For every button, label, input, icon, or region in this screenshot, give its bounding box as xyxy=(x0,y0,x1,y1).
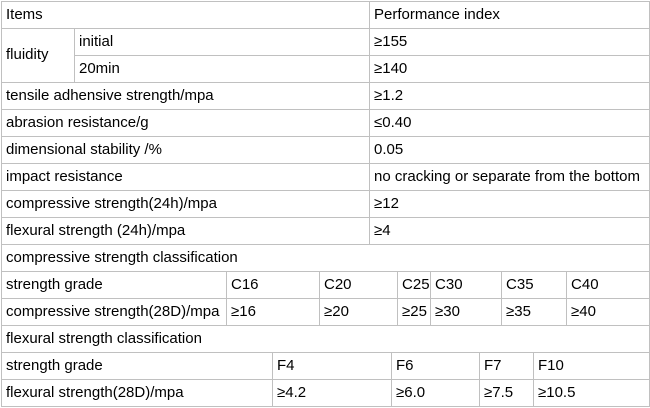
grade-cell: C25 xyxy=(397,271,432,299)
fluidity-initial-row: fluidity initial ≥155 xyxy=(1,28,650,83)
fluidity-20min-label-cell: 20min xyxy=(73,55,371,83)
flexural-grade-row: strength grade F4 F6 F7 F10 xyxy=(1,352,650,380)
grade-value-cell: ≥35 xyxy=(501,298,568,326)
property-row-abrasion: abrasion resistance/g ≤0.40 xyxy=(0,109,650,137)
property-label-cell: dimensional stability /% xyxy=(0,136,371,164)
header-performance-index-cell: Performance index xyxy=(369,1,650,29)
section-title-cell: flexural strength classification xyxy=(0,325,650,353)
property-row-dimensional: dimensional stability /% 0.05 xyxy=(0,136,650,164)
property-value-cell: no cracking or separate from the bottom xyxy=(369,163,650,191)
compressive-value-row: compressive strength(28D)/mpa ≥16 ≥20 ≥2… xyxy=(1,298,650,326)
property-label-cell: compressive strength(24h)/mpa xyxy=(0,190,371,218)
property-row-compressive-24h: compressive strength(24h)/mpa ≥12 xyxy=(0,190,650,218)
grade-cell: C35 xyxy=(501,271,568,299)
grade-value-cell: ≥7.5 xyxy=(479,379,535,407)
grade-cell: C30 xyxy=(430,271,503,299)
fluidity-initial-label-cell: initial xyxy=(73,28,371,56)
value-label-cell: flexural strength(28D)/mpa xyxy=(1,379,273,407)
property-row-impact: impact resistance no cracking or separat… xyxy=(0,163,650,191)
grade-cell: C40 xyxy=(566,271,650,299)
section-title-cell: compressive strength classification xyxy=(0,244,650,272)
property-row-flexural-24h: flexural strength (24h)/mpa ≥4 xyxy=(0,217,650,245)
property-row-tensile: tensile adhensive strength/mpa ≥1.2 xyxy=(0,82,650,110)
compressive-grade-row: strength grade C16 C20 C25 C30 C35 C40 xyxy=(1,271,650,299)
property-label-cell: tensile adhensive strength/mpa xyxy=(0,82,371,110)
property-value-cell: ≥4 xyxy=(369,217,650,245)
property-value-cell: ≤0.40 xyxy=(369,109,650,137)
header-items-cell: Items xyxy=(0,1,371,29)
property-label-cell: impact resistance xyxy=(0,163,371,191)
grade-label-cell: strength grade xyxy=(1,271,227,299)
grade-value-cell: ≥25 xyxy=(397,298,432,326)
flexural-value-row: flexural strength(28D)/mpa ≥4.2 ≥6.0 ≥7.… xyxy=(1,379,650,407)
grade-label-cell: strength grade xyxy=(1,352,273,380)
grade-value-cell: ≥4.2 xyxy=(271,379,393,407)
grade-cell: F10 xyxy=(533,352,650,380)
grade-cell: C16 xyxy=(226,271,320,299)
property-label-cell: abrasion resistance/g xyxy=(0,109,371,137)
grade-value-cell: ≥40 xyxy=(566,298,650,326)
property-value-cell: ≥1.2 xyxy=(369,82,650,110)
grade-value-cell: ≥10.5 xyxy=(533,379,650,407)
property-value-cell: 0.05 xyxy=(369,136,650,164)
fluidity-initial-value-cell: ≥155 xyxy=(369,28,650,56)
compressive-classification-title-row: compressive strength classification xyxy=(0,244,650,272)
property-value-cell: ≥12 xyxy=(369,190,650,218)
grade-cell: F4 xyxy=(271,352,393,380)
flexural-classification-title-row: flexural strength classification xyxy=(0,325,650,353)
fluidity-20min-row: 20min ≥140 xyxy=(2,55,650,83)
fluidity-20min-value-cell: ≥140 xyxy=(369,55,650,83)
grade-value-cell: ≥20 xyxy=(318,298,399,326)
value-label-cell: compressive strength(28D)/mpa xyxy=(1,298,227,326)
grade-value-cell: ≥30 xyxy=(430,298,503,326)
grade-cell: F6 xyxy=(391,352,481,380)
grade-value-cell: ≥16 xyxy=(226,298,320,326)
property-label-cell: flexural strength (24h)/mpa xyxy=(0,217,371,245)
grade-cell: C20 xyxy=(318,271,399,299)
fluidity-label-cell: fluidity xyxy=(1,28,75,83)
grade-cell: F7 xyxy=(479,352,535,380)
grade-value-cell: ≥6.0 xyxy=(391,379,481,407)
header-row: Items Performance index xyxy=(0,1,650,29)
